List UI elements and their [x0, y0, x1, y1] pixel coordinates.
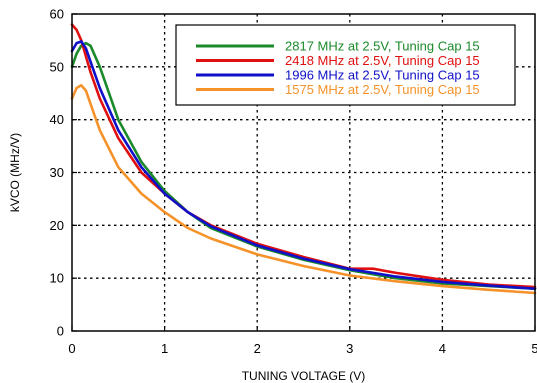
x-tick-label-4: 4 — [439, 341, 446, 356]
legend-label-2: 1996 MHz at 2.5V, Tuning Cap 15 — [285, 68, 480, 83]
y-tick-label-4: 40 — [50, 112, 64, 127]
y-tick-label-6: 60 — [50, 7, 64, 22]
series-layer — [70, 23, 537, 295]
legend-label-1: 2418 MHz at 2.5V, Tuning Cap 15 — [285, 53, 480, 68]
y-tick-label-5: 50 — [50, 59, 64, 74]
y-axis-label: kVCO (MHz/V) — [8, 133, 22, 212]
legend-label-0: 2817 MHz at 2.5V, Tuning Cap 15 — [285, 39, 480, 54]
x-tick-label-5: 5 — [531, 341, 537, 356]
series-line-3 — [70, 84, 537, 295]
x-tick-label-0: 0 — [68, 341, 75, 356]
y-tick-label-1: 10 — [50, 271, 64, 286]
x-tick-label-1: 1 — [161, 341, 168, 356]
series-line-2 — [70, 40, 537, 291]
y-tick-label-3: 30 — [50, 165, 64, 180]
x-axis-label: TUNING VOLTAGE (V) — [242, 369, 366, 383]
legend-label-3: 1575 MHz at 2.5V, Tuning Cap 15 — [285, 82, 480, 97]
y-tick-label-0: 0 — [57, 324, 64, 339]
legend-box — [175, 24, 516, 106]
y-tick-label-2: 20 — [50, 218, 64, 233]
x-tick-label-2: 2 — [254, 341, 261, 356]
x-tick-label-3: 3 — [346, 341, 353, 356]
